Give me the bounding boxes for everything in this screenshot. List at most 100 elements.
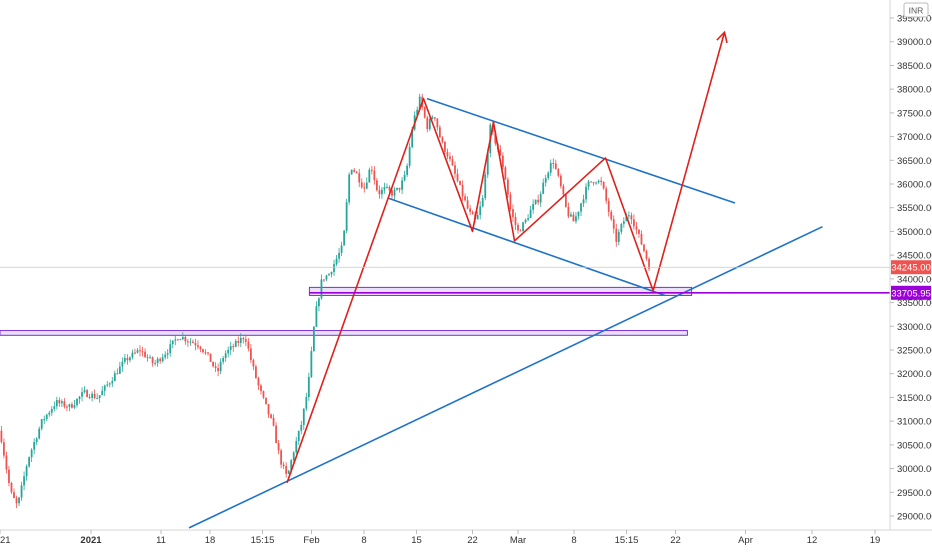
candle-body: [454, 165, 456, 174]
candle-body: [643, 244, 645, 251]
candle-body: [544, 178, 547, 183]
currency-label: INR: [909, 6, 924, 16]
candle-body: [507, 179, 509, 195]
price-tick-label: 39000.00: [897, 37, 932, 48]
candle-body: [222, 358, 225, 362]
time-tick-label: 18: [205, 535, 216, 546]
price-tick-label: 30500.00: [897, 440, 932, 451]
candle-body: [194, 342, 197, 346]
candle-body: [159, 358, 162, 362]
candle-body: [149, 357, 151, 359]
candle-body: [441, 137, 444, 142]
candle-body: [552, 163, 555, 165]
candle-body: [38, 428, 41, 439]
candle-body: [572, 214, 575, 222]
channel-upper-line: [426, 97, 736, 204]
channel-lower-line: [388, 197, 666, 297]
candle-body: [375, 180, 378, 191]
candle-body: [436, 118, 439, 128]
candle-body: [479, 206, 482, 215]
candle-body: [338, 252, 340, 259]
candle-body: [398, 187, 401, 190]
candle-body: [582, 199, 585, 204]
last-price-label: 34245.00: [891, 263, 931, 274]
candle-body: [501, 155, 504, 168]
candle-body: [186, 341, 189, 343]
pattern-path: [286, 32, 726, 484]
candle-body: [423, 107, 426, 118]
candlestick-series: [0, 93, 650, 509]
candle-body: [285, 465, 288, 474]
candle-body: [174, 339, 177, 341]
candle-body: [88, 396, 91, 398]
candle-body: [290, 460, 293, 471]
candle-body: [71, 404, 73, 408]
candle-body: [524, 219, 527, 223]
candle-body: [237, 340, 240, 343]
candle-body: [307, 376, 310, 398]
candle-body: [83, 390, 86, 393]
candle-body: [229, 346, 232, 350]
candle-body: [333, 264, 335, 273]
price-tick-label: 39500.00: [897, 14, 932, 25]
candle-body: [519, 230, 522, 232]
candle-body: [199, 346, 202, 350]
candle-body: [401, 180, 403, 190]
candle-body: [98, 395, 101, 398]
candle-body: [212, 361, 214, 367]
candle-body: [312, 326, 315, 352]
candle-body: [227, 349, 230, 354]
candle-body: [121, 361, 124, 367]
candle-body: [219, 361, 222, 372]
candle-body: [108, 383, 111, 385]
support-level-label: 33705.95: [891, 288, 931, 299]
candle-body: [617, 231, 620, 242]
candle-body: [418, 96, 421, 110]
candle-body: [5, 455, 8, 470]
time-tick-label: 15: [411, 535, 422, 546]
candle-body: [444, 141, 446, 152]
candle-body: [33, 442, 36, 450]
candle-body: [408, 147, 411, 166]
price-tick-label: 31000.00: [897, 417, 932, 428]
candle-body: [93, 393, 96, 399]
candle-body: [66, 406, 68, 408]
time-tick-label: 2021: [80, 535, 102, 546]
candle-body: [116, 373, 119, 375]
candle-body: [40, 419, 43, 429]
candle-body: [365, 182, 368, 189]
candle-body: [494, 131, 497, 144]
candle-body: [131, 352, 134, 358]
candle-body: [537, 199, 540, 203]
candle-body: [209, 353, 212, 362]
time-tick-label: Mar: [510, 535, 526, 546]
ascending-trendline: [188, 225, 823, 529]
price-tick-label: 29500.00: [897, 488, 932, 499]
candle-body: [461, 184, 464, 197]
candle-body: [106, 384, 109, 386]
candle-body: [431, 117, 434, 119]
candle-body: [141, 351, 144, 353]
candle-body: [129, 357, 131, 361]
candle-body: [320, 279, 323, 299]
candle-body: [607, 200, 610, 212]
candle-body: [28, 457, 31, 467]
candle-body: [509, 194, 512, 210]
candle-body: [45, 414, 48, 420]
candle-body: [275, 425, 277, 444]
candle-body: [48, 412, 51, 415]
candle-body: [63, 401, 66, 407]
candle-body: [325, 275, 328, 280]
candle-body: [592, 182, 595, 184]
candle-body: [111, 381, 114, 384]
candle-body: [171, 340, 174, 345]
price-tick-label: 29000.00: [897, 512, 932, 523]
candle-body: [615, 228, 618, 242]
candle-body: [534, 199, 537, 205]
candle-body: [267, 404, 270, 415]
candle-body: [622, 221, 625, 224]
price-zone-1: [308, 286, 693, 296]
candle-body: [330, 272, 333, 275]
